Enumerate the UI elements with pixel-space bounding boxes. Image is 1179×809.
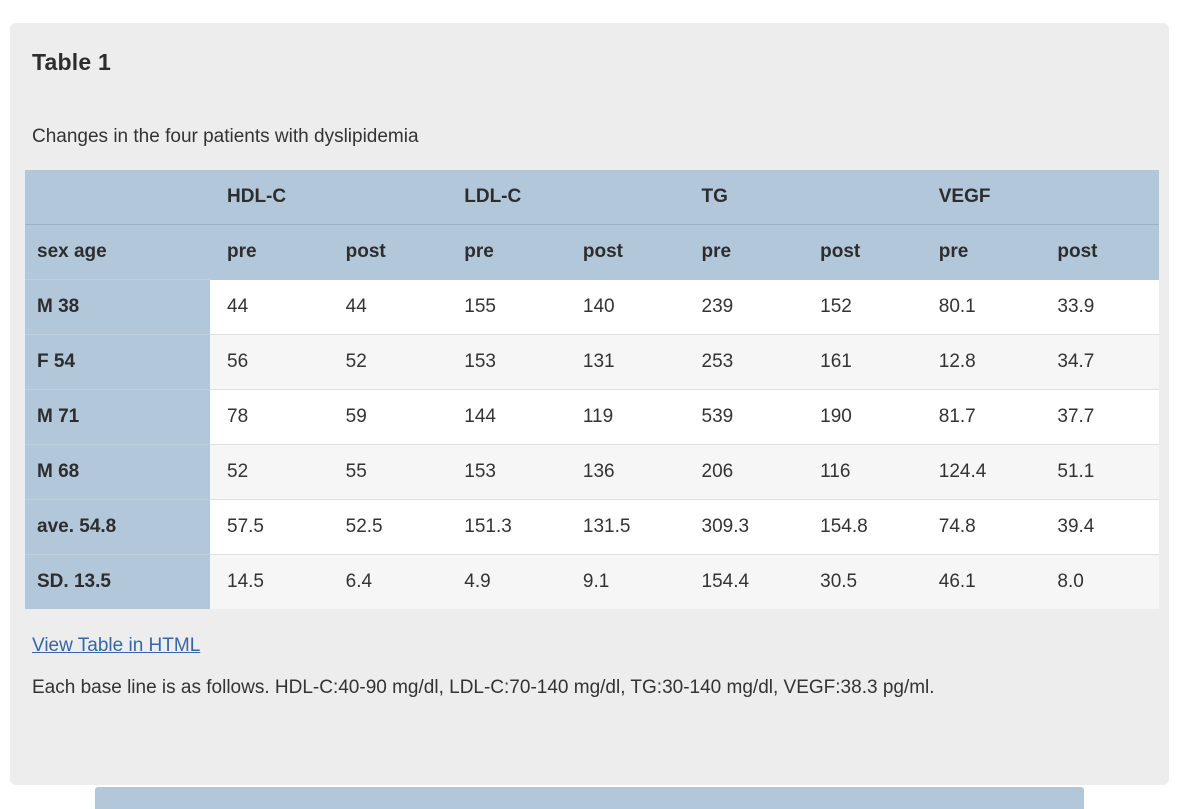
- row-header: M 71: [25, 388, 210, 444]
- data-table: HDL-C LDL-C TG VEGF sex age pre post pre post pre…: [25, 170, 1159, 609]
- table-cell: 206: [684, 443, 804, 499]
- table-cell: 6.4: [328, 553, 448, 609]
- group-header-ldl-c: LDL-C: [447, 170, 685, 225]
- table-cell: 154.8: [803, 498, 922, 554]
- table-cell: 80.1: [921, 279, 1041, 334]
- table-cell: 57.5: [210, 498, 329, 554]
- sub-header-post: post: [1040, 224, 1159, 280]
- sex-age-header: sex age: [25, 224, 210, 280]
- table-cell: 154.4: [684, 553, 804, 609]
- table-cell: 52.5: [328, 498, 448, 554]
- table-cell: 59: [328, 388, 448, 444]
- table-cell: 136: [565, 443, 685, 499]
- table-cell: 161: [803, 333, 922, 389]
- table-cell: 34.7: [1040, 333, 1159, 389]
- table-body: M 38 44 44 155 140 239 152 80.1 33.9 F 54 56 52 153 1…: [25, 279, 1159, 609]
- table-row: M 71 78 59 144 119 539 190 81.7 37.7: [25, 388, 1159, 444]
- sub-header-pre: pre: [684, 224, 804, 280]
- table-caption: Changes in the four patients with dyslip…: [32, 126, 419, 147]
- table-row: ave. 54.8 57.5 52.5 151.3 131.5 309.3 154.8 74.…: [25, 498, 1159, 554]
- table-cell: 124.4: [921, 443, 1041, 499]
- row-header: ave. 54.8: [25, 498, 210, 554]
- table-cell: 37.7: [1040, 388, 1159, 444]
- table-cell: 55: [328, 443, 448, 499]
- table-cell: 153: [447, 333, 566, 389]
- table-cell: 131.5: [565, 498, 685, 554]
- row-header: M 38: [25, 279, 210, 334]
- table-cell: 9.1: [565, 553, 685, 609]
- table-cell: 81.7: [921, 388, 1041, 444]
- table-cell: 51.1: [1040, 443, 1159, 499]
- table-cell: 140: [565, 279, 685, 334]
- table-row: M 38 44 44 155 140 239 152 80.1 33.9: [25, 279, 1159, 334]
- table-cell: 52: [328, 333, 448, 389]
- table-cell: 46.1: [921, 553, 1041, 609]
- row-header: M 68: [25, 443, 210, 499]
- table-card: Table 1 Changes in the four patients wit…: [10, 23, 1169, 785]
- group-header-vegf: VEGF: [921, 170, 1159, 225]
- table-row: M 68 52 55 153 136 206 116 124.4 51.1: [25, 443, 1159, 499]
- table-cell: 253: [684, 333, 804, 389]
- row-header: SD. 13.5: [25, 553, 210, 609]
- view-table-in-html-link[interactable]: View Table in HTML: [32, 635, 201, 656]
- table-title: Table 1: [32, 49, 111, 75]
- next-table-header-peek: [95, 787, 1084, 809]
- table-cell: 131: [565, 333, 685, 389]
- group-header-hdl-c: HDL-C: [210, 170, 448, 225]
- table-cell: 153: [447, 443, 566, 499]
- sub-header-pre: pre: [210, 224, 329, 280]
- table-cell: 44: [210, 279, 329, 334]
- table-cell: 190: [803, 388, 922, 444]
- row-header: F 54: [25, 333, 210, 389]
- sub-header-pre: pre: [921, 224, 1041, 280]
- table-cell: 74.8: [921, 498, 1041, 554]
- table-cell: 78: [210, 388, 329, 444]
- table-cell: 8.0: [1040, 553, 1159, 609]
- table-cell: 14.5: [210, 553, 329, 609]
- sub-header-post: post: [328, 224, 448, 280]
- corner-cell: [25, 170, 210, 225]
- table-cell: 39.4: [1040, 498, 1159, 554]
- table-row: SD. 13.5 14.5 6.4 4.9 9.1 154.4 30.5 46.1 8.0: [25, 553, 1159, 609]
- table-head: HDL-C LDL-C TG VEGF sex age pre post pre post pre…: [25, 170, 1159, 280]
- sub-header-post: post: [565, 224, 685, 280]
- table-cell: 44: [328, 279, 448, 334]
- group-header-tg: TG: [684, 170, 922, 225]
- table-cell: 12.8: [921, 333, 1041, 389]
- table-cell: 116: [803, 443, 922, 499]
- table-cell: 309.3: [684, 498, 804, 554]
- table-cell: 4.9: [447, 553, 566, 609]
- table-cell: 144: [447, 388, 566, 444]
- table-cell: 539: [684, 388, 804, 444]
- table-cell: 30.5: [803, 553, 922, 609]
- table-cell: 239: [684, 279, 804, 334]
- table-cell: 52: [210, 443, 329, 499]
- baseline-note: Each base line is as follows. HDL-C:40-9…: [32, 677, 935, 698]
- table-cell: 151.3: [447, 498, 566, 554]
- table-cell: 119: [565, 388, 685, 444]
- table-cell: 33.9: [1040, 279, 1159, 334]
- table-cell: 155: [447, 279, 566, 334]
- sub-header-post: post: [803, 224, 922, 280]
- table-cell: 152: [803, 279, 922, 334]
- sub-header-pre: pre: [447, 224, 566, 280]
- table-cell: 56: [210, 333, 329, 389]
- table-row: F 54 56 52 153 131 253 161 12.8 34.7: [25, 333, 1159, 389]
